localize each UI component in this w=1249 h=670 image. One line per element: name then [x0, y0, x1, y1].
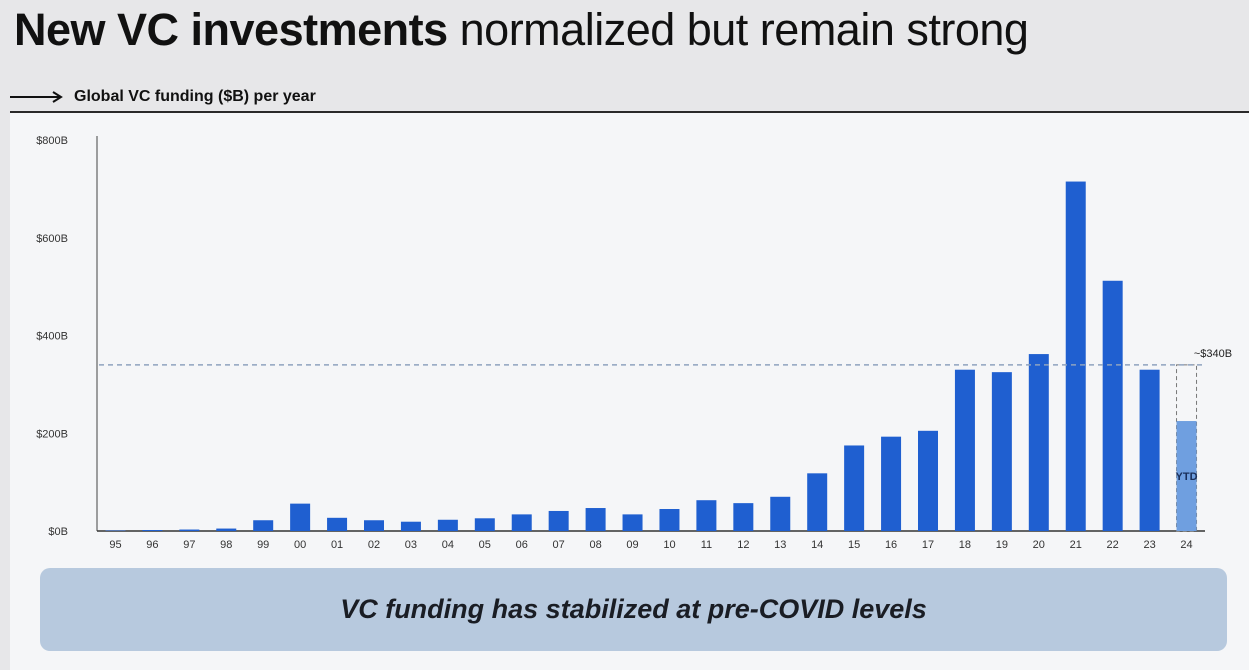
x-tick-label: 10: [663, 539, 675, 551]
x-tick-label: 09: [626, 539, 638, 551]
x-tick-label: 19: [996, 539, 1008, 551]
bar: [622, 514, 643, 531]
x-tick-label: 98: [220, 539, 232, 551]
bar: [511, 514, 532, 531]
x-tick-label: 20: [1033, 539, 1045, 551]
x-tick-label: 95: [109, 539, 121, 551]
chart-subtitle: Global VC funding ($B) per year: [74, 88, 316, 105]
bar: [253, 520, 274, 531]
x-tick-label: 07: [553, 539, 565, 551]
bar: [844, 445, 865, 531]
bar: [1028, 354, 1049, 531]
banner-text: VC funding has stabilized at pre-COVID l…: [340, 594, 927, 624]
x-tick-label: 21: [1070, 539, 1082, 551]
bar: [659, 509, 680, 531]
bar: [216, 528, 237, 531]
x-tick-label: 00: [294, 539, 306, 551]
y-tick-label: $800B: [36, 135, 68, 147]
takeaway-banner: VC funding has stabilized at pre-COVID l…: [40, 568, 1227, 651]
x-tick-label: 22: [1107, 539, 1119, 551]
x-tick-label: 99: [257, 539, 269, 551]
bar-ytd: [1176, 421, 1197, 531]
bar: [918, 430, 938, 531]
bar: [881, 436, 902, 531]
x-tick-label: 05: [479, 539, 491, 551]
bar: [474, 518, 495, 531]
ytd-label: YTD: [1176, 471, 1198, 483]
y-tick-label: $200B: [36, 428, 68, 440]
bar: [327, 517, 348, 531]
reference-line-label: ~$340B: [1194, 348, 1232, 360]
x-tick-label: 18: [959, 539, 971, 551]
x-tick-label: 11: [701, 539, 712, 551]
x-tick-label: 96: [146, 539, 158, 551]
bar: [400, 521, 421, 531]
bar: [1065, 181, 1086, 531]
bar: [807, 473, 828, 531]
x-tick-label: 08: [589, 539, 601, 551]
bar: [1139, 369, 1160, 531]
x-tick-label: 17: [922, 539, 934, 551]
title-rest: normalized but remain strong: [447, 4, 1029, 55]
bar: [142, 530, 163, 531]
bar: [1102, 280, 1123, 531]
x-tick-label: 04: [442, 539, 454, 551]
x-tick-label: 15: [848, 539, 860, 551]
x-tick-label: 02: [368, 539, 380, 551]
bar: [437, 519, 458, 531]
bar: [954, 369, 975, 531]
bar: [733, 503, 754, 531]
x-tick-label: 16: [885, 539, 897, 551]
bar: [770, 496, 791, 531]
divider: [10, 111, 1249, 113]
bar-chart: $0B $200B $400B $600B $800B 95 96 97 98 99 00 01 02 0…: [36, 135, 1232, 551]
arrow-right-icon: [10, 91, 63, 103]
x-tick-label: 13: [774, 539, 786, 551]
bar: [991, 372, 1012, 531]
bar: [585, 508, 606, 531]
x-tick-label: 23: [1143, 539, 1155, 551]
bar: [290, 503, 311, 531]
x-tick-label: 03: [405, 539, 417, 551]
title-bold: New VC investments: [14, 4, 448, 55]
x-tick-label: 14: [811, 539, 823, 551]
bar: [548, 510, 569, 531]
x-tick-label: 97: [183, 539, 195, 551]
y-tick-label: $400B: [36, 331, 68, 343]
x-tick-label: 01: [331, 539, 343, 551]
x-tick-label: 24: [1180, 539, 1192, 551]
bar: [364, 520, 384, 531]
x-tick-label: 12: [737, 539, 749, 551]
page-title: New VC investments normalized but remain…: [14, 4, 1029, 56]
y-tick-label: $600B: [36, 233, 68, 245]
bar: [696, 500, 717, 531]
bar: [179, 529, 200, 531]
chart-caption: Global VC funding ($B) per year: [10, 88, 316, 106]
x-tick-label: 06: [516, 539, 528, 551]
y-tick-label: $0B: [48, 526, 68, 538]
